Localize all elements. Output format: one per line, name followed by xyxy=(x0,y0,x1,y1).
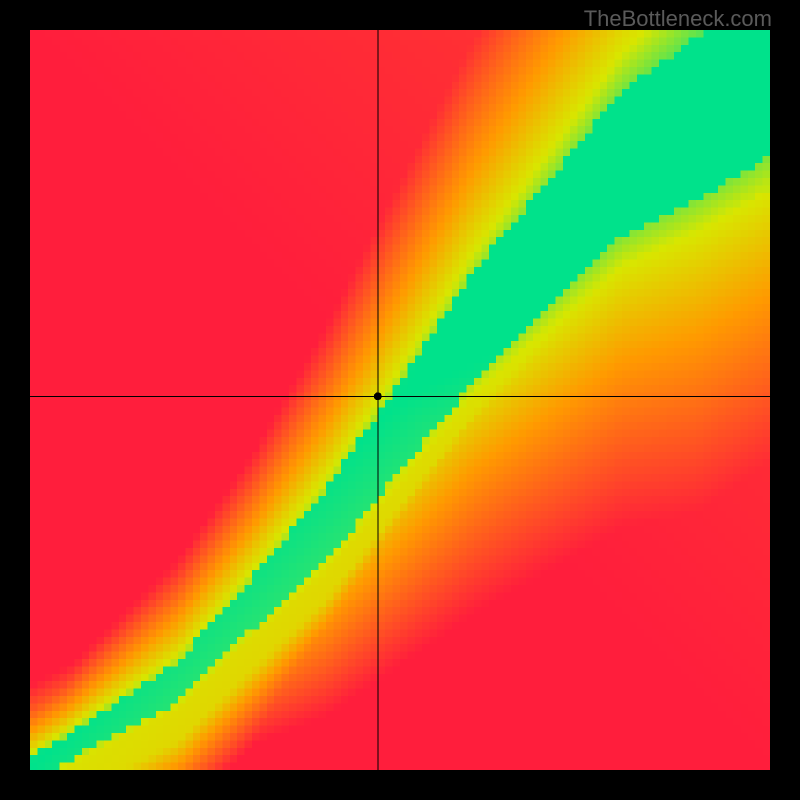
watermark-text: TheBottleneck.com xyxy=(584,6,772,32)
bottleneck-heatmap xyxy=(30,30,770,770)
marker-dot xyxy=(374,392,382,400)
